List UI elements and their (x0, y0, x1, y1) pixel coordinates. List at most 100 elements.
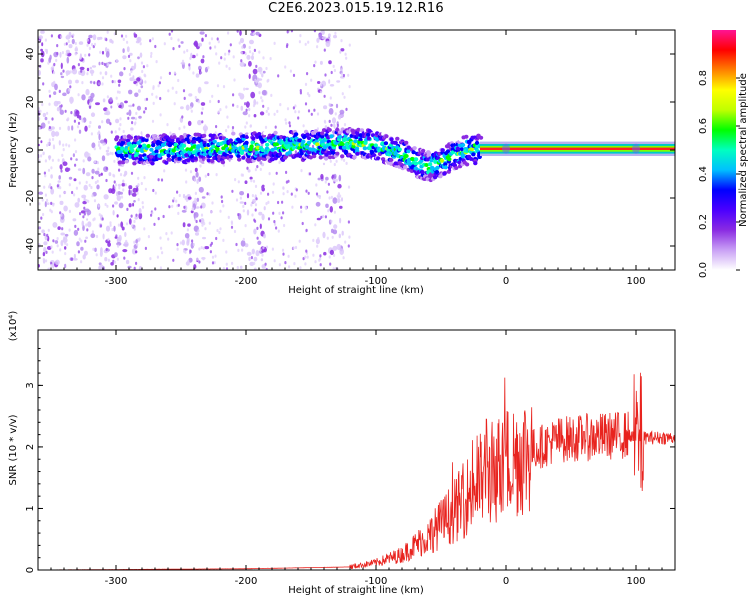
noise-dot (316, 217, 321, 221)
noise-dot (128, 189, 131, 196)
ridge-dot (375, 137, 380, 142)
noise-dot (222, 238, 225, 242)
noise-dot (256, 236, 259, 240)
noise-dot (50, 201, 53, 205)
noise-dot (196, 257, 199, 261)
noise-dot (249, 39, 254, 45)
ridge-dot (420, 170, 425, 175)
noise-dot (59, 51, 62, 58)
noise-dot (246, 251, 252, 256)
ridge-dot (299, 151, 304, 156)
noise-dot (333, 178, 336, 182)
noise-dot (130, 214, 133, 218)
noise-dot (323, 48, 326, 52)
noise-dot (109, 151, 112, 155)
noise-dot (135, 261, 138, 265)
noise-dot (240, 51, 243, 55)
noise-dot (101, 61, 104, 65)
noise-dot (72, 153, 75, 158)
noise-dot (203, 222, 206, 226)
noise-dot (304, 102, 308, 106)
noise-dot (242, 43, 246, 49)
noise-dot (273, 41, 276, 46)
noise-dot (110, 74, 113, 78)
noise-dot (244, 180, 248, 184)
noise-dot (191, 54, 196, 59)
ridge-dot (164, 160, 169, 165)
noise-dot (314, 60, 317, 64)
noise-dot (292, 73, 296, 77)
noise-dot (48, 125, 52, 130)
noise-dot (70, 157, 73, 161)
noise-dot (331, 235, 334, 239)
noise-dot (168, 32, 171, 36)
noise-dot (198, 186, 204, 193)
noise-dot (63, 246, 67, 250)
ridge-dot (248, 147, 254, 152)
noise-dot (40, 154, 43, 158)
ridge-dot (340, 154, 345, 159)
noise-dot (259, 161, 263, 165)
noise-dot (149, 257, 152, 261)
noise-dot (173, 71, 176, 75)
noise-dot (128, 203, 132, 208)
noise-dot (137, 176, 140, 180)
ridge-dot (406, 145, 411, 150)
noise-dot (109, 223, 112, 227)
noise-dot (133, 200, 136, 203)
ridge-dot (455, 146, 460, 151)
noise-dot (250, 91, 256, 99)
noise-dot (108, 188, 113, 194)
noise-dot (286, 30, 289, 34)
ridge-dot (266, 155, 271, 160)
noise-dot (117, 223, 120, 227)
noise-dot (89, 120, 92, 125)
noise-dot (81, 119, 84, 123)
noise-dot (40, 125, 43, 130)
noise-dot (204, 128, 207, 135)
noise-dot (110, 105, 113, 109)
noise-dot (97, 130, 101, 134)
noise-dot (46, 143, 49, 147)
ridge-dot (369, 149, 374, 154)
noise-dot (114, 252, 118, 258)
noise-dot (117, 102, 120, 106)
noise-dot (77, 227, 80, 231)
noise-dot (68, 228, 71, 232)
noise-dot (182, 193, 186, 199)
noise-dot (126, 40, 129, 44)
noise-dot (106, 152, 109, 156)
noise-dot (293, 262, 296, 266)
noise-dot (245, 87, 249, 91)
ridge-dot (231, 131, 236, 136)
noise-dot (254, 138, 257, 142)
noise-dot (319, 60, 323, 65)
noise-dot (256, 101, 259, 105)
ridge-dot (146, 144, 151, 148)
noise-dot (90, 112, 96, 117)
noise-dot (67, 39, 70, 44)
noise-dot (323, 94, 326, 98)
noise-dot (348, 235, 351, 239)
noise-dot (208, 41, 211, 45)
noise-dot (68, 176, 73, 180)
noise-dot (197, 86, 202, 94)
noise-dot (336, 243, 342, 251)
noise-dot (333, 173, 337, 179)
ridge-dot (277, 152, 283, 157)
noise-dot (48, 267, 51, 270)
ridge-dot (244, 140, 249, 145)
noise-dot (179, 241, 182, 245)
noise-dot (265, 109, 268, 113)
noise-dot (163, 42, 166, 46)
noise-dot (200, 71, 203, 75)
noise-dot (338, 174, 342, 182)
noise-dot (204, 81, 209, 85)
noise-dot (144, 187, 147, 191)
noise-dot (82, 215, 85, 219)
noise-dot (87, 221, 92, 228)
ridge-dot (474, 140, 480, 145)
noise-dot (70, 257, 73, 261)
noise-dot (184, 168, 188, 172)
noise-dot (119, 173, 123, 177)
